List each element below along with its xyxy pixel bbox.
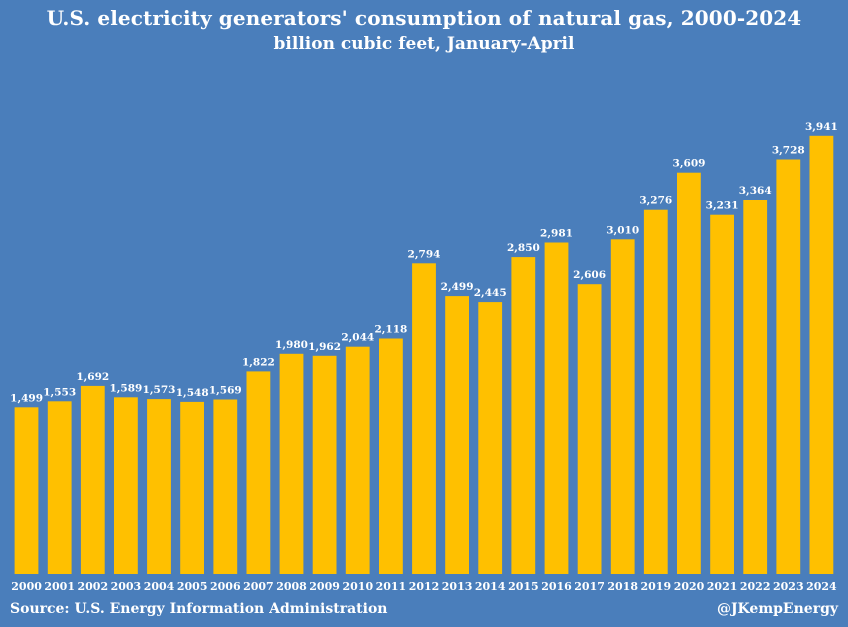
x-tick-label-2024: 2024	[806, 580, 837, 593]
bar-2021	[710, 214, 734, 574]
bar-2015	[511, 257, 536, 574]
x-tick-label-2019: 2019	[640, 580, 671, 593]
value-label-2013: 2,499	[441, 281, 474, 293]
x-tick-label-2003: 2003	[111, 580, 142, 593]
bar-2022	[743, 200, 768, 574]
x-tick-label-2015: 2015	[508, 580, 539, 593]
bar-2014	[478, 302, 503, 574]
chart-subtitle: billion cubic feet, January-April	[273, 34, 575, 54]
value-label-2001: 1,553	[43, 386, 76, 398]
value-label-2005: 1,548	[176, 387, 209, 399]
x-tick-label-2006: 2006	[210, 580, 241, 593]
bar-2020	[677, 172, 701, 574]
x-tick-label-2010: 2010	[342, 580, 373, 593]
value-label-2011: 2,118	[374, 324, 407, 336]
bar-2013	[445, 296, 469, 574]
chart-title: U.S. electricity generators' consumption…	[46, 6, 802, 30]
value-label-2007: 1,822	[242, 356, 275, 368]
x-tick-label-2000: 2000	[11, 580, 42, 593]
value-label-2014: 2,445	[474, 287, 507, 299]
value-label-2012: 2,794	[408, 248, 441, 260]
bar-2017	[577, 284, 602, 574]
value-label-2021: 3,231	[706, 200, 739, 212]
bar-2008	[279, 353, 304, 574]
x-tick-label-2002: 2002	[77, 580, 108, 593]
x-tick-label-2012: 2012	[409, 580, 440, 593]
bars-group	[14, 135, 834, 575]
value-label-2024: 3,941	[805, 121, 838, 133]
x-tick-label-2008: 2008	[276, 580, 307, 593]
value-label-2015: 2,850	[507, 242, 540, 254]
value-label-2018: 3,010	[606, 224, 639, 236]
x-tick-label-2011: 2011	[376, 580, 407, 593]
x-tick-label-2009: 2009	[309, 580, 340, 593]
bar-2018	[610, 239, 635, 575]
value-label-2009: 1,962	[308, 341, 341, 353]
value-label-2008: 1,980	[275, 339, 308, 351]
x-tick-label-2001: 2001	[44, 580, 75, 593]
value-label-2000: 1,499	[10, 392, 43, 404]
x-tick-label-2017: 2017	[574, 580, 605, 593]
bar-2010	[345, 346, 370, 574]
value-label-2004: 1,573	[143, 384, 176, 396]
x-tick-label-2016: 2016	[541, 580, 572, 593]
bar-2009	[312, 355, 337, 574]
value-label-2002: 1,692	[76, 371, 109, 383]
bar-2004	[147, 399, 171, 574]
bar-2005	[180, 401, 204, 574]
x-tick-label-2020: 2020	[674, 580, 705, 593]
x-tick-label-2005: 2005	[177, 580, 208, 593]
bar-2003	[114, 397, 138, 574]
bar-2012	[412, 263, 436, 574]
value-label-2022: 3,364	[739, 185, 772, 197]
x-tick-labels-group: 2000 2001 2002 2003 2004 2005 2006 2007 2008 2009…	[11, 580, 837, 593]
x-tick-label-2021: 2021	[707, 580, 738, 593]
value-label-2010: 2,044	[341, 332, 374, 344]
value-label-2023: 3,728	[772, 145, 805, 157]
value-label-2019: 3,276	[639, 195, 672, 207]
bar-2023	[776, 159, 801, 574]
bar-2019	[643, 209, 668, 574]
bar-2000	[14, 407, 39, 574]
bar-2002	[80, 385, 105, 574]
bar-2001	[47, 401, 72, 574]
x-tick-label-2013: 2013	[442, 580, 473, 593]
bar-2016	[544, 242, 569, 574]
x-tick-label-2007: 2007	[243, 580, 274, 593]
bar-2007	[246, 371, 271, 574]
x-tick-label-2022: 2022	[740, 580, 771, 593]
x-tick-label-2018: 2018	[607, 580, 638, 593]
x-tick-label-2004: 2004	[144, 580, 175, 593]
author-handle: @JKempEnergy	[716, 601, 838, 617]
source-note: Source: U.S. Energy Information Administ…	[10, 601, 388, 617]
value-label-2003: 1,589	[109, 382, 142, 394]
x-tick-label-2014: 2014	[475, 580, 506, 593]
bar-2011	[379, 338, 403, 574]
value-label-2006: 1,569	[209, 385, 242, 397]
bar-2006	[213, 399, 238, 574]
bar-2024	[809, 135, 834, 575]
x-tick-label-2023: 2023	[773, 580, 804, 593]
value-label-2016: 2,981	[540, 228, 573, 240]
value-label-2017: 2,606	[573, 269, 606, 281]
value-label-2020: 3,609	[673, 158, 706, 170]
